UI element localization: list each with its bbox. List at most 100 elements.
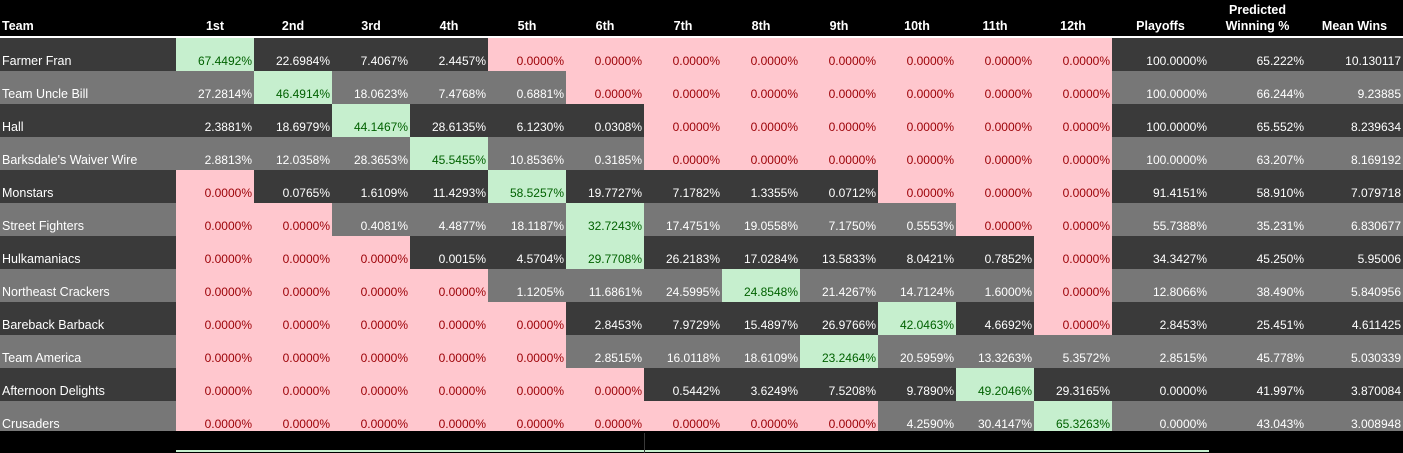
header-playoffs: Playoffs	[1136, 19, 1185, 33]
header-place-8: 8th	[751, 19, 771, 33]
place-cell: 0.0000%	[1034, 104, 1112, 137]
winning-pct-cell: 41.997%	[1209, 368, 1306, 401]
team-name: Crusaders	[0, 401, 176, 434]
mean-wins-cell: 3.870084	[1306, 368, 1403, 401]
place-cell: 4.2590%	[878, 401, 956, 434]
playoffs-cell: 55.7388%	[1112, 203, 1209, 236]
place-cell: 49.2046%	[956, 368, 1034, 401]
team-name: Barksdale's Waiver Wire	[0, 137, 176, 170]
place-cell: 0.0000%	[722, 71, 800, 104]
place-cell: 2.3881%	[176, 104, 254, 137]
winning-pct-cell: 45.778%	[1209, 335, 1306, 368]
place-cell: 0.0000%	[956, 38, 1034, 71]
winning-pct-cell: 43.043%	[1209, 401, 1306, 434]
place-cell: 0.0000%	[254, 203, 332, 236]
place-cell: 0.0712%	[800, 170, 878, 203]
place-cell: 0.0000%	[254, 269, 332, 302]
place-cell: 58.5257%	[488, 170, 566, 203]
place-cell: 0.0000%	[254, 302, 332, 335]
place-cell: 0.0000%	[488, 302, 566, 335]
place-cell: 17.0284%	[722, 236, 800, 269]
place-cell: 0.0000%	[254, 335, 332, 368]
winning-pct-cell: 35.231%	[1209, 203, 1306, 236]
mean-wins-cell: 5.840956	[1306, 269, 1403, 302]
winning-pct-cell: 45.250%	[1209, 236, 1306, 269]
place-cell: 0.0000%	[956, 104, 1034, 137]
playoffs-cell: 2.8453%	[1112, 302, 1209, 335]
place-cell: 0.0000%	[1034, 302, 1112, 335]
place-cell: 0.0000%	[176, 236, 254, 269]
place-cell: 3.6249%	[722, 368, 800, 401]
place-cell: 0.0000%	[644, 71, 722, 104]
place-cell: 28.3653%	[332, 137, 410, 170]
place-cell: 1.6000%	[956, 269, 1034, 302]
winning-pct-cell: 58.910%	[1209, 170, 1306, 203]
place-cell: 0.0000%	[722, 137, 800, 170]
place-cell: 12.0358%	[254, 137, 332, 170]
header-rule	[0, 36, 1403, 38]
mean-wins-cell: 3.008948	[1306, 401, 1403, 434]
place-cell: 0.0000%	[410, 335, 488, 368]
place-cell: 4.6692%	[956, 302, 1034, 335]
mean-wins-cell: 10.130117	[1306, 38, 1403, 71]
place-cell: 8.0421%	[878, 236, 956, 269]
place-cell: 0.0000%	[878, 170, 956, 203]
place-cell: 0.0000%	[566, 368, 644, 401]
place-cell: 0.0000%	[878, 137, 956, 170]
place-cell: 18.6979%	[254, 104, 332, 137]
footer-highlight	[176, 450, 1209, 452]
mean-wins-cell: 5.030339	[1306, 335, 1403, 368]
playoffs-cell: 34.3427%	[1112, 236, 1209, 269]
place-cell: 13.5833%	[800, 236, 878, 269]
place-cell: 0.0000%	[566, 401, 644, 434]
place-cell: 0.6881%	[488, 71, 566, 104]
place-cell: 0.0000%	[488, 335, 566, 368]
team-name: Street Fighters	[0, 203, 176, 236]
place-cell: 45.5455%	[410, 137, 488, 170]
place-cell: 0.0000%	[644, 401, 722, 434]
footer-divider	[644, 433, 645, 453]
place-cell: 30.4147%	[956, 401, 1034, 434]
place-cell: 0.0000%	[644, 137, 722, 170]
place-cell: 5.3572%	[1034, 335, 1112, 368]
place-cell: 0.0000%	[800, 137, 878, 170]
place-cell: 0.0000%	[410, 368, 488, 401]
place-cell: 0.0000%	[722, 401, 800, 434]
team-name: Hulkamaniacs	[0, 236, 176, 269]
header-place-4: 4th	[439, 19, 459, 33]
header-place-6: 6th	[595, 19, 615, 33]
place-cell: 0.0000%	[254, 236, 332, 269]
place-cell: 0.0000%	[956, 137, 1034, 170]
team-name: Team America	[0, 335, 176, 368]
place-cell: 2.8453%	[566, 302, 644, 335]
place-cell: 18.1187%	[488, 203, 566, 236]
place-cell: 24.8548%	[722, 269, 800, 302]
playoffs-cell: 12.8066%	[1112, 269, 1209, 302]
team-name: Farmer Fran	[0, 38, 176, 71]
place-cell: 65.3263%	[1034, 401, 1112, 434]
mean-wins-cell: 7.079718	[1306, 170, 1403, 203]
header-place-5: 5th	[517, 19, 537, 33]
place-cell: 16.0118%	[644, 335, 722, 368]
place-cell: 0.0000%	[176, 269, 254, 302]
mean-wins-cell: 5.95006	[1306, 236, 1403, 269]
winning-pct-cell: 65.552%	[1209, 104, 1306, 137]
place-cell: 0.5553%	[878, 203, 956, 236]
place-cell: 46.4914%	[254, 71, 332, 104]
place-cell: 0.0000%	[878, 71, 956, 104]
place-cell: 0.0000%	[254, 401, 332, 434]
place-cell: 2.8515%	[566, 335, 644, 368]
place-cell: 0.0000%	[722, 38, 800, 71]
place-cell: 42.0463%	[878, 302, 956, 335]
header-winning-pct-line: Winning %	[1225, 19, 1290, 33]
place-cell: 0.0000%	[488, 401, 566, 434]
place-cell: 0.0000%	[176, 401, 254, 434]
place-cell: 20.5959%	[878, 335, 956, 368]
place-cell: 0.0000%	[410, 269, 488, 302]
place-cell: 0.0000%	[1034, 137, 1112, 170]
place-cell: 1.3355%	[722, 170, 800, 203]
header-place-10: 10th	[904, 19, 930, 33]
header-winning-pct: Predicted Winning %	[1209, 0, 1306, 36]
place-cell: 7.1782%	[644, 170, 722, 203]
